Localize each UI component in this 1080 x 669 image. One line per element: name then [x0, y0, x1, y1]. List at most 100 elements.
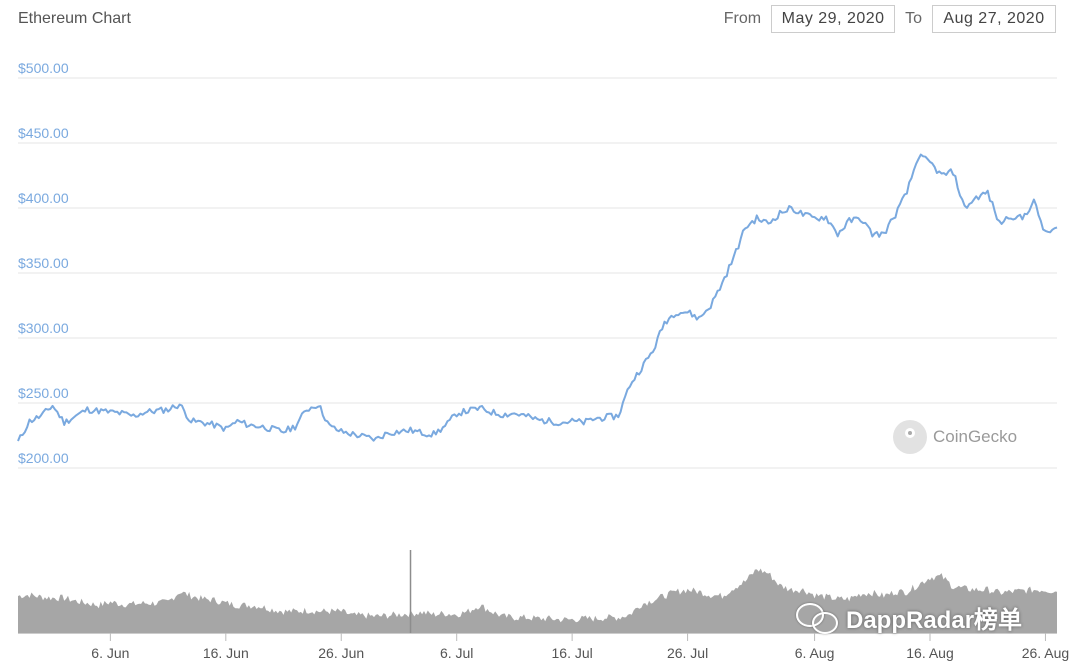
price-point — [941, 175, 943, 177]
price-point — [964, 207, 966, 209]
price-point — [848, 220, 850, 222]
from-date-input[interactable]: May 29, 2020 — [771, 5, 896, 33]
price-point — [906, 191, 908, 193]
price-point — [236, 420, 238, 422]
price-point — [352, 433, 354, 435]
y-tick-label: $350.00 — [18, 255, 69, 271]
price-point — [363, 436, 365, 438]
price-point — [883, 233, 885, 235]
price-point — [479, 407, 481, 409]
price-point — [29, 420, 31, 422]
price-point — [779, 212, 781, 214]
price-point — [721, 282, 723, 284]
price-point — [548, 420, 550, 422]
x-tick-label: 26. Jul — [667, 645, 708, 661]
price-point — [1056, 227, 1058, 229]
price-point — [329, 425, 331, 427]
wechat-icon — [796, 602, 838, 634]
price-point — [502, 414, 504, 416]
x-tick-label: 6. Aug — [795, 645, 835, 661]
price-point — [583, 422, 585, 424]
y-tick-label: $500.00 — [18, 60, 69, 76]
x-tick-label: 16. Aug — [906, 645, 954, 661]
y-tick-label: $450.00 — [18, 125, 69, 141]
price-point — [733, 256, 735, 258]
coingecko-logo-icon — [893, 420, 927, 454]
price-point — [837, 233, 839, 235]
price-point — [1044, 233, 1046, 235]
price-point — [513, 412, 515, 414]
price-point — [490, 411, 492, 413]
price-point — [317, 403, 319, 405]
price-point — [860, 217, 862, 219]
price-point — [871, 233, 873, 235]
price-point — [802, 214, 804, 216]
price-point — [259, 425, 261, 427]
price-point — [283, 431, 285, 433]
price-point — [952, 171, 954, 173]
price-point — [560, 422, 562, 424]
price-point — [144, 411, 146, 413]
price-point — [640, 367, 642, 369]
dappradar-watermark: DappRadar榜单 — [796, 600, 1022, 635]
from-label: From — [723, 10, 762, 27]
price-point — [698, 318, 700, 320]
x-tick-label: 16. Jul — [552, 645, 593, 661]
price-point — [1010, 215, 1012, 217]
price-point — [606, 416, 608, 418]
price-point — [410, 429, 412, 431]
chart-title: Ethereum Chart — [18, 10, 131, 27]
price-point — [444, 425, 446, 427]
price-point — [629, 384, 631, 386]
price-point — [929, 162, 931, 164]
price-point — [467, 410, 469, 412]
price-point — [917, 155, 919, 157]
price-point — [617, 415, 619, 417]
coingecko-watermark: CoinGecko — [893, 420, 1017, 454]
price-point — [190, 420, 192, 422]
price-point — [375, 438, 377, 440]
price-point — [386, 432, 388, 434]
price-point — [571, 420, 573, 422]
price-point — [52, 405, 54, 407]
price-point — [710, 305, 712, 307]
price-point — [225, 428, 227, 430]
price-point — [109, 411, 111, 413]
price-point — [17, 441, 19, 443]
price-point — [271, 428, 273, 430]
price-point — [179, 403, 181, 405]
price-point — [132, 415, 134, 417]
price-point — [306, 409, 308, 411]
price-point — [456, 412, 458, 414]
x-tick-label: 6. Jul — [440, 645, 473, 661]
price-point — [756, 217, 758, 219]
price-point — [1021, 217, 1023, 219]
price-point — [156, 410, 158, 412]
price-point — [63, 422, 65, 424]
price-point — [652, 350, 654, 352]
price-point — [167, 409, 169, 411]
price-point — [975, 197, 977, 199]
y-tick-label: $250.00 — [18, 385, 69, 401]
date-range: From May 29, 2020 To Aug 27, 2020 — [724, 5, 1056, 33]
y-tick-label: $400.00 — [18, 190, 69, 206]
price-point — [814, 217, 816, 219]
price-point — [537, 419, 539, 421]
price-point — [825, 216, 827, 218]
price-point — [687, 311, 689, 313]
price-point — [213, 424, 215, 426]
price-point — [248, 424, 250, 426]
price-point — [767, 223, 769, 225]
price-point — [987, 191, 989, 193]
price-point — [433, 433, 435, 435]
x-tick-label: 16. Jun — [203, 645, 249, 661]
y-tick-label: $200.00 — [18, 450, 69, 466]
x-tick-label: 26. Aug — [1022, 645, 1070, 661]
to-label: To — [905, 10, 922, 27]
price-point — [998, 223, 1000, 225]
price-point — [40, 415, 42, 417]
to-date-input[interactable]: Aug 27, 2020 — [932, 5, 1056, 33]
x-tick-label: 6. Jun — [91, 645, 129, 661]
x-tick-label: 26. Jun — [318, 645, 364, 661]
